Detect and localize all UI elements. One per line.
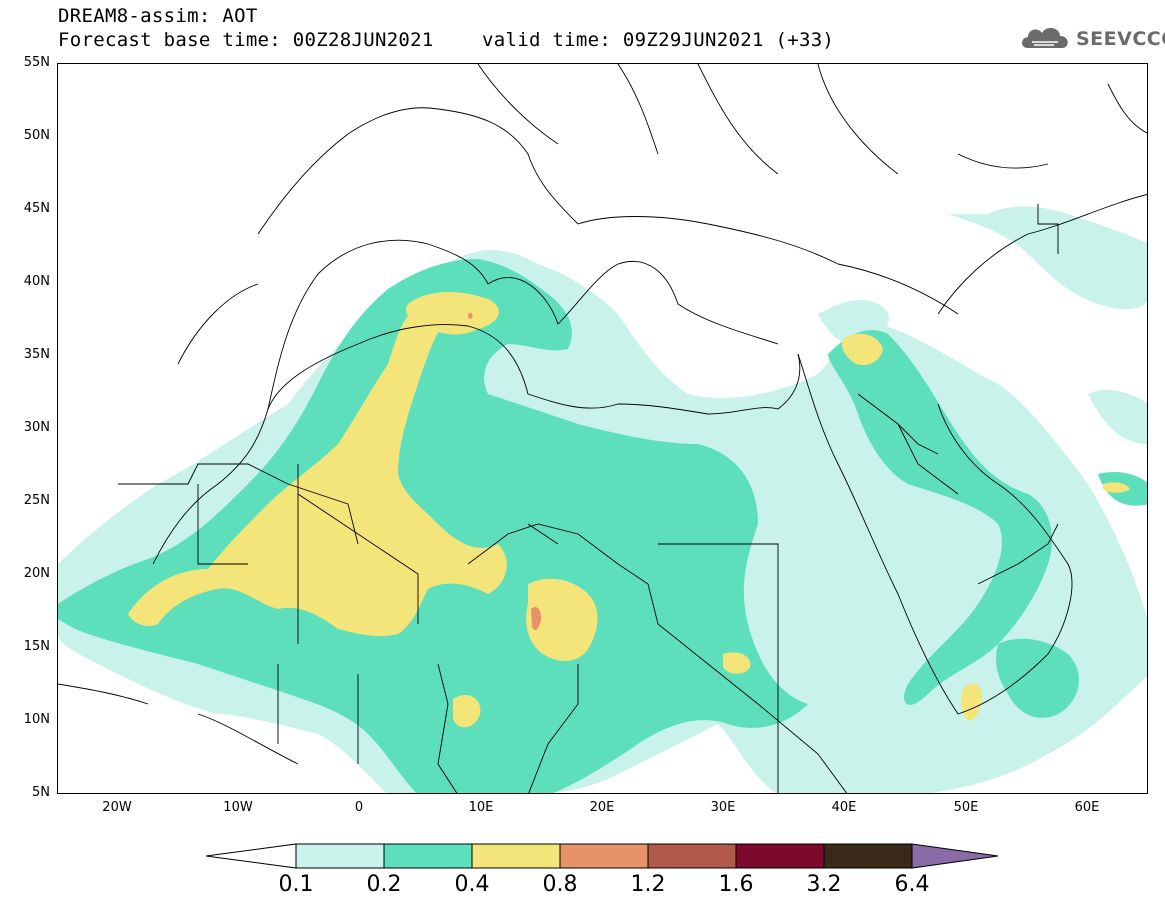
aot-map xyxy=(57,63,1148,794)
lon-tick-10e: 10E xyxy=(468,800,494,815)
lon-tick-20w: 20W xyxy=(102,800,132,815)
lat-tick-50n: 50N xyxy=(23,128,50,143)
lon-tick-30e: 30E xyxy=(710,800,736,815)
lat-tick-10n: 10N xyxy=(23,712,50,727)
aot-contours-0.8 xyxy=(467,312,542,631)
colorbar-segment-2 xyxy=(383,843,473,869)
coastlines xyxy=(58,64,1147,793)
forecast-title: DREAM8-assim: AOT xyxy=(58,5,258,27)
lat-tick-35n: 35N xyxy=(23,347,50,362)
lat-tick-5n: 5N xyxy=(32,785,50,800)
lon-tick-10w: 10W xyxy=(223,800,253,815)
lat-tick-40n: 40N xyxy=(23,274,50,289)
colorbar-segment-4 xyxy=(559,843,649,869)
base-time: Forecast base time: 00Z28JUN2021 xyxy=(58,29,434,51)
lat-tick-55n: 55N xyxy=(23,55,50,70)
lat-tick-30n: 30N xyxy=(23,420,50,435)
logo-text: SEEVCCC xyxy=(1076,28,1165,50)
legend-label-6.4: 6.4 xyxy=(894,872,930,897)
legend-label-0.1: 0.1 xyxy=(278,872,314,897)
cloud-icon xyxy=(1022,27,1068,48)
lon-tick-60e: 60E xyxy=(1074,800,1100,815)
legend-label-0.4: 0.4 xyxy=(454,872,490,897)
lat-tick-20n: 20N xyxy=(23,566,50,581)
lat-tick-45n: 45N xyxy=(23,201,50,216)
colorbar-segment-6 xyxy=(735,843,825,869)
legend-label-0.2: 0.2 xyxy=(366,872,402,897)
colorbar-segment-3 xyxy=(471,843,561,869)
lat-tick-25n: 25N xyxy=(23,493,50,508)
aot-contours-0.4 xyxy=(128,292,1130,728)
colorbar-segment-5 xyxy=(647,843,737,869)
aot-colorbar xyxy=(205,843,1000,873)
seevccc-logo: SEEVCCC xyxy=(1018,22,1165,56)
valid-time: valid time: 09Z29JUN2021 (+33) xyxy=(482,29,835,51)
legend-label-1.6: 1.6 xyxy=(718,872,754,897)
lon-tick-0: 0 xyxy=(354,800,364,815)
legend-label-0.8: 0.8 xyxy=(542,872,578,897)
lon-tick-40e: 40E xyxy=(831,800,857,815)
lat-tick-15n: 15N xyxy=(23,639,50,654)
legend-label-3.2: 3.2 xyxy=(806,872,842,897)
colorbar-segment-above xyxy=(911,843,999,869)
colorbar-segment-1 xyxy=(295,843,385,869)
lon-tick-20e: 20E xyxy=(589,800,615,815)
lon-tick-50e: 50E xyxy=(953,800,979,815)
colorbar-segment-7 xyxy=(823,843,913,869)
colorbar-segment-below xyxy=(205,843,297,869)
legend-label-1.2: 1.2 xyxy=(630,872,666,897)
